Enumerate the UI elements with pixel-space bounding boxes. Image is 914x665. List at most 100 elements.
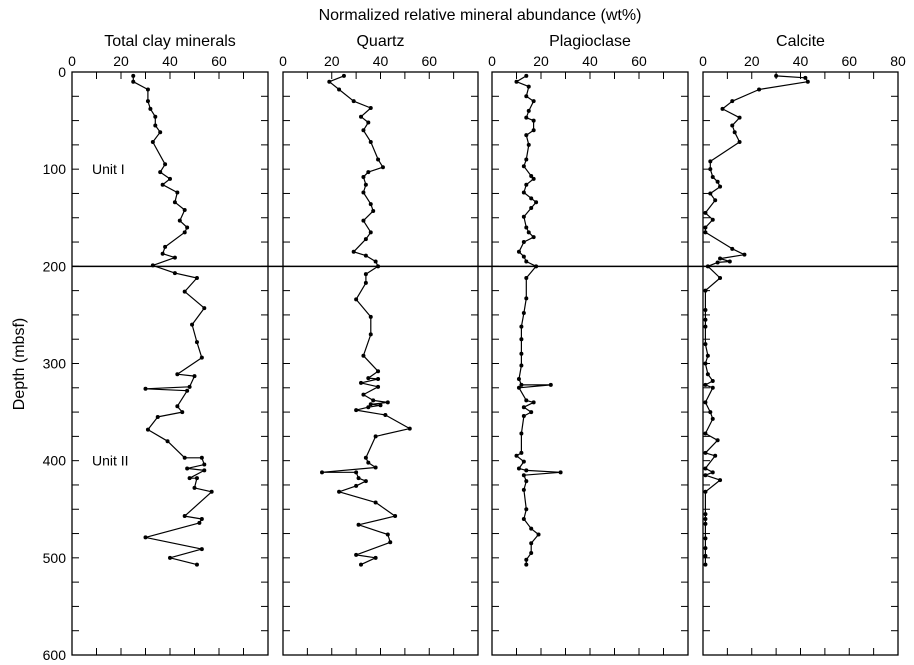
data-point [168, 555, 172, 560]
data-point [373, 555, 378, 560]
data-point [202, 462, 207, 467]
data-point [718, 478, 723, 483]
data-point [531, 235, 536, 240]
data-point [368, 139, 373, 144]
data-point [703, 361, 708, 366]
data-point [703, 466, 708, 471]
data-point [531, 118, 536, 123]
x-tick-label: 0 [488, 53, 496, 69]
data-point [534, 200, 539, 205]
data-point [366, 376, 371, 381]
data-point [145, 87, 150, 92]
data-point [145, 427, 150, 432]
data-point [730, 99, 735, 104]
panel-frame [282, 71, 479, 656]
data-point [182, 289, 187, 294]
data-point [529, 541, 534, 546]
data-point [194, 275, 199, 280]
y-tick-label: 600 [43, 647, 67, 663]
data-point [337, 489, 342, 494]
data-point [705, 372, 710, 377]
data-point [363, 272, 368, 277]
data-point [172, 200, 177, 205]
data-point [393, 514, 398, 519]
data-point [803, 75, 808, 80]
y-tick-label: 100 [43, 161, 67, 177]
data-point [199, 455, 204, 460]
data-point [524, 115, 529, 120]
data-point [737, 139, 742, 144]
data-point [516, 377, 521, 382]
data-point [708, 410, 713, 415]
data-point [524, 157, 529, 162]
data-point [774, 73, 779, 78]
data-point [356, 522, 361, 527]
data-point [202, 306, 207, 311]
data-point [708, 191, 713, 196]
data-point [529, 206, 534, 211]
data-point [708, 159, 713, 164]
panel-4: Calcite 0 20 40 60 80 [699, 33, 906, 656]
data-point [521, 487, 526, 492]
data-point [529, 526, 534, 531]
data-point [371, 208, 376, 213]
data-point [163, 162, 168, 167]
data-point [558, 470, 563, 475]
data-point [529, 410, 534, 415]
data-point [718, 275, 723, 280]
data-point [519, 351, 524, 356]
data-point [713, 198, 718, 203]
data-point [153, 114, 158, 119]
data-point [703, 536, 708, 541]
data-point [197, 520, 202, 525]
data-point [371, 398, 376, 403]
data-point [737, 115, 742, 120]
data-point [526, 230, 531, 235]
y-tick-label: 400 [43, 453, 67, 469]
data-point [519, 450, 524, 455]
data-point [710, 378, 715, 383]
data-point [703, 489, 708, 494]
data-point [363, 479, 368, 484]
data-point [131, 73, 136, 78]
data-point [526, 142, 531, 147]
x-tick-label: 40 [582, 53, 598, 69]
data-point [373, 259, 378, 264]
data-point [521, 164, 526, 169]
data-point [158, 170, 163, 175]
data-point [199, 355, 204, 360]
data-point [351, 99, 356, 104]
y-tick-label: 500 [43, 550, 67, 566]
data-point [757, 87, 762, 92]
data-point [703, 516, 708, 521]
data-point [361, 190, 366, 195]
data-point [148, 106, 153, 111]
data-point [805, 79, 810, 84]
x-tick-label: 20 [324, 53, 340, 69]
data-point [168, 176, 172, 181]
data-point [531, 99, 536, 104]
data-point [361, 128, 366, 133]
x-tick-label: 0 [68, 53, 76, 69]
data-point [703, 308, 708, 313]
data-point [521, 473, 526, 478]
data-point [356, 476, 361, 481]
data-point [703, 431, 708, 436]
data-point [131, 79, 136, 84]
panel-title: Quartz [356, 33, 404, 50]
panel-2: Quartz 0 20 40 60 [279, 33, 479, 656]
data-point [514, 453, 519, 458]
data-point [703, 288, 708, 293]
data-point [363, 182, 368, 187]
data-point [521, 190, 526, 195]
data-point [175, 372, 180, 377]
data-point [320, 470, 324, 475]
data-point [516, 385, 521, 390]
data-point [376, 157, 381, 162]
panel-title: Total clay minerals [104, 33, 236, 50]
data-point [524, 479, 529, 484]
data-point [730, 123, 735, 128]
data-point [209, 489, 214, 494]
data-point [524, 225, 529, 230]
data-point [516, 249, 521, 254]
